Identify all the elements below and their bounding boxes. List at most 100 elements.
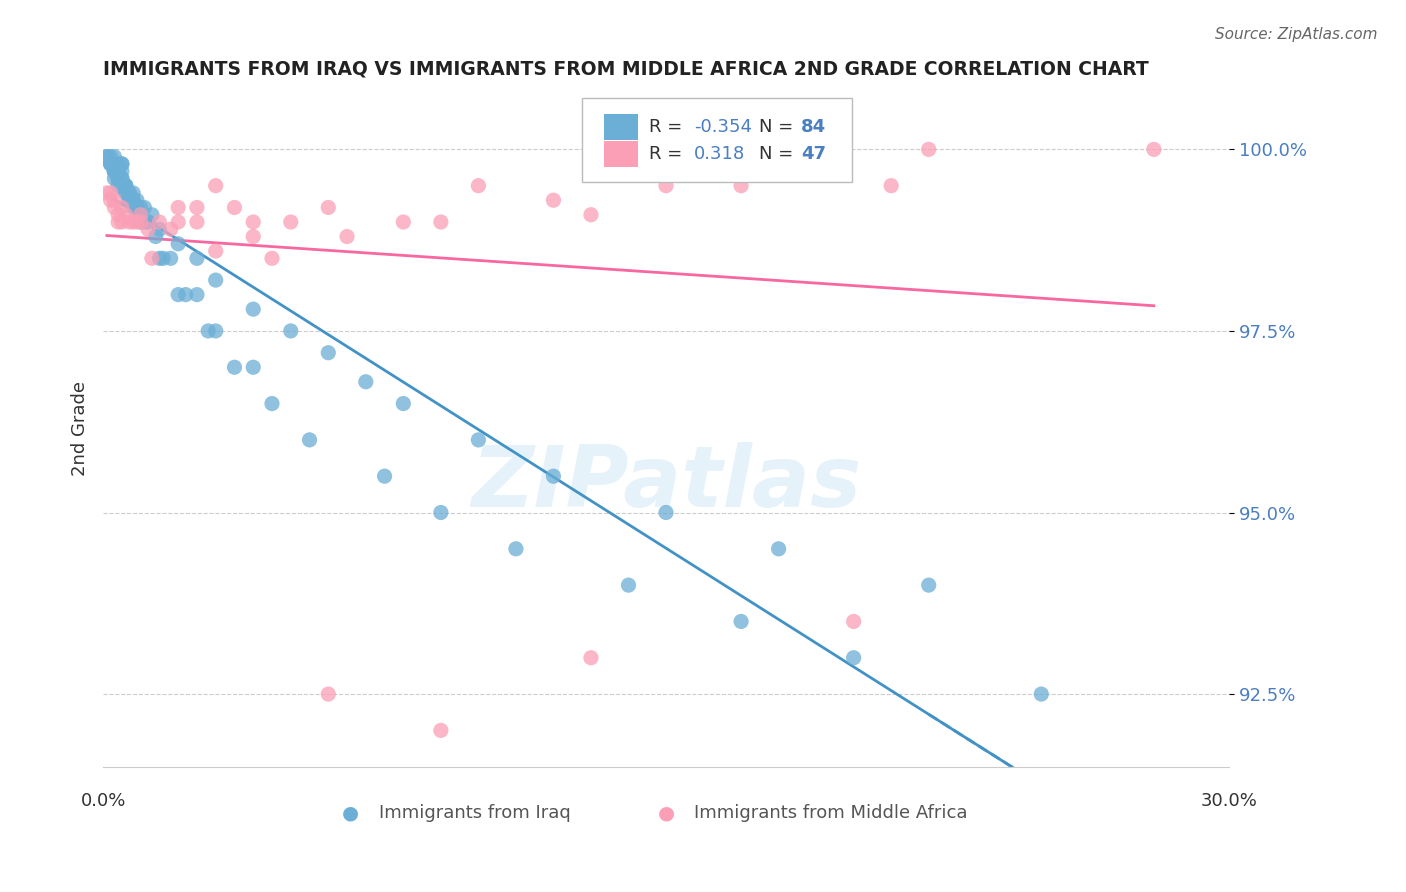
Point [114,208,136,222]
Point [107,171,129,186]
Point [167,201,190,215]
Point [125,201,148,215]
Point [118,193,141,207]
Point [125,193,148,207]
Point [107,171,129,186]
Point [152,252,174,266]
Point [111,157,134,171]
Point [136,215,159,229]
Point [125,201,148,215]
FancyBboxPatch shape [605,141,638,167]
Point [107,178,129,193]
Point [134,201,156,215]
Point [111,164,134,178]
Point [159,252,181,266]
Point [467,433,489,447]
Point [141,252,163,266]
Text: 0.0%: 0.0% [80,792,125,810]
Point [392,396,415,410]
Point [118,215,141,229]
Point [103,150,125,164]
Point [100,157,122,171]
Point [103,193,125,207]
Point [122,193,145,207]
Point [111,201,134,215]
Point [136,222,159,236]
Text: R =: R = [650,118,688,136]
Point [96,186,118,200]
Point [730,178,752,193]
Point [129,215,152,229]
Point [122,193,145,207]
Point [204,273,226,287]
Text: IMMIGRANTS FROM IRAQ VS IMMIGRANTS FROM MIDDLE AFRICA 2ND GRADE CORRELATION CHAR: IMMIGRANTS FROM IRAQ VS IMMIGRANTS FROM … [103,60,1149,78]
Point [111,171,134,186]
Point [298,433,321,447]
Point [167,287,190,301]
Point [114,178,136,193]
Point [430,506,453,520]
Point [505,541,527,556]
Point [136,215,159,229]
Point [129,215,152,229]
Point [118,186,141,200]
Text: Immigrants from Iraq: Immigrants from Iraq [380,804,571,822]
Point [114,186,136,200]
Point [159,222,181,236]
Point [107,215,129,229]
Text: Immigrants from Middle Africa: Immigrants from Middle Africa [695,804,967,822]
Text: ●: ● [342,804,360,822]
Point [103,164,125,178]
Text: 30.0%: 30.0% [1201,792,1257,810]
Point [316,345,339,359]
Point [114,178,136,193]
Point [579,208,602,222]
Point [118,193,141,207]
Point [204,244,226,258]
Text: N =: N = [759,145,800,163]
Point [100,193,122,207]
Point [100,150,122,164]
Point [96,150,118,164]
Point [129,201,152,215]
Point [186,201,208,215]
Point [768,157,790,171]
Point [100,157,122,171]
Point [204,178,226,193]
Point [129,208,152,222]
Point [111,157,134,171]
Point [543,469,565,483]
Text: ●: ● [658,804,675,822]
Point [224,360,246,375]
Point [118,186,141,200]
Text: 0.318: 0.318 [695,145,745,163]
Point [103,171,125,186]
Point [145,229,167,244]
Point [655,178,678,193]
Point [174,287,197,301]
Point [107,208,129,222]
Point [280,215,302,229]
Point [543,193,565,207]
Point [768,541,790,556]
Point [103,164,125,178]
Point [260,252,283,266]
Text: R =: R = [650,145,695,163]
Text: ZIPatlas: ZIPatlas [471,442,860,524]
Point [114,178,136,193]
Point [918,578,941,592]
Point [242,229,264,244]
Point [730,615,752,629]
FancyBboxPatch shape [605,114,638,140]
Point [141,208,163,222]
Point [186,252,208,266]
Point [111,178,134,193]
Point [148,252,170,266]
Point [260,396,283,410]
FancyBboxPatch shape [582,98,852,183]
Point [579,650,602,665]
Point [122,201,145,215]
Point [197,324,219,338]
Point [280,324,302,338]
Point [186,215,208,229]
